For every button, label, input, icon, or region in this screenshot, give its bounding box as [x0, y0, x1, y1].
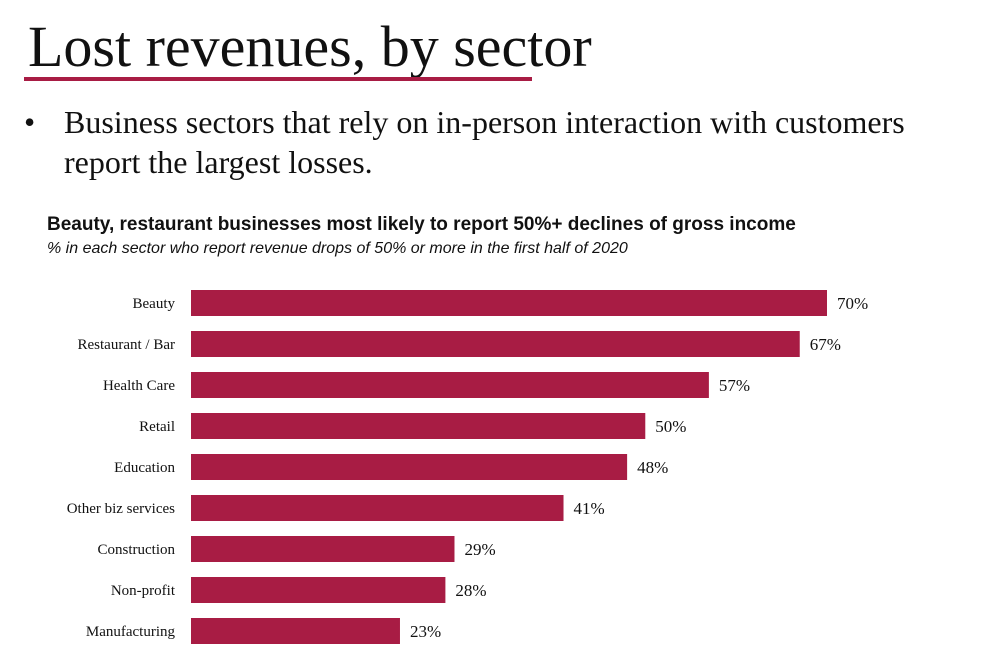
title-underline	[24, 77, 532, 81]
bar-construction	[191, 536, 455, 562]
value-label-health-care: 57%	[719, 376, 750, 395]
category-label-restaurant-bar: Restaurant / Bar	[78, 337, 175, 353]
bar-education	[191, 454, 628, 480]
chart-title: Beauty, restaurant businesses most likel…	[47, 214, 796, 235]
bar-other-biz-services	[191, 495, 564, 521]
bar-health-care	[191, 372, 709, 398]
bullet-marker: •	[24, 104, 36, 140]
category-label-education: Education	[114, 460, 175, 476]
value-label-retail: 50%	[655, 417, 686, 436]
value-label-restaurant-bar: 67%	[810, 335, 841, 354]
slide-title: Lost revenues, by sector	[28, 14, 592, 79]
category-label-beauty: Beauty	[133, 296, 176, 312]
bar-non-profit	[191, 577, 446, 603]
bullet-point: • Business sectors that rely on in-perso…	[24, 102, 924, 182]
category-label-manufacturing: Manufacturing	[86, 624, 176, 640]
category-label-retail: Retail	[139, 419, 175, 435]
bar-retail	[191, 413, 646, 439]
bullet-text: Business sectors that rely on in-person …	[64, 104, 905, 180]
value-label-other-biz-services: 41%	[574, 499, 605, 518]
bar-beauty	[191, 290, 827, 316]
bar-restaurant-bar	[191, 331, 800, 357]
category-label-other-biz-services: Other biz services	[67, 501, 175, 517]
value-label-manufacturing: 23%	[410, 622, 441, 641]
chart-subtitle: % in each sector who report revenue drop…	[47, 240, 628, 257]
category-label-health-care: Health Care	[103, 378, 175, 394]
value-label-beauty: 70%	[837, 294, 868, 313]
value-label-education: 48%	[637, 458, 668, 477]
category-label-non-profit: Non-profit	[111, 583, 176, 599]
category-label-construction: Construction	[98, 542, 176, 558]
value-label-construction: 29%	[464, 540, 495, 559]
bar-manufacturing	[191, 618, 400, 644]
value-label-non-profit: 28%	[455, 581, 486, 600]
